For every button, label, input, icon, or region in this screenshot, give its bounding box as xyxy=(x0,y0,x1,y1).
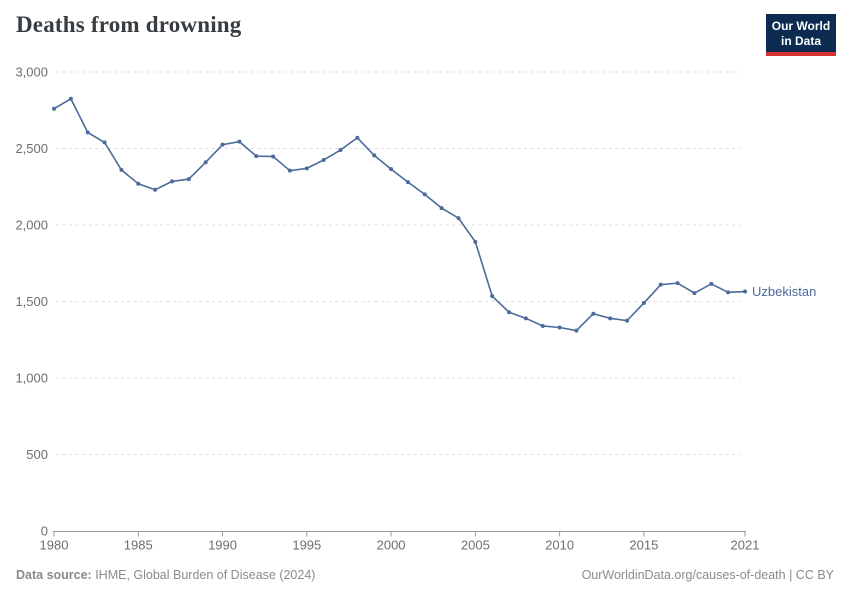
data-point-marker[interactable] xyxy=(692,291,697,296)
y-axis-tick-label: 3,000 xyxy=(15,65,48,80)
data-source-note: Data source: IHME, Global Burden of Dise… xyxy=(16,568,315,582)
data-point-marker[interactable] xyxy=(203,160,208,165)
x-axis-tick-label: 1980 xyxy=(40,538,69,553)
series-line-uzbekistan[interactable] xyxy=(53,97,746,332)
data-point-marker[interactable] xyxy=(405,180,410,185)
data-point-marker[interactable] xyxy=(52,106,56,111)
data-point-marker[interactable] xyxy=(119,167,124,172)
data-point-marker[interactable] xyxy=(102,140,107,145)
data-point-marker[interactable] xyxy=(490,294,495,299)
data-point-marker[interactable] xyxy=(85,130,90,135)
x-axis-tick-label: 2005 xyxy=(461,538,490,553)
data-point-marker[interactable] xyxy=(355,135,360,140)
data-point-marker[interactable] xyxy=(422,192,427,197)
data-point-marker[interactable] xyxy=(473,239,478,244)
data-point-marker[interactable] xyxy=(557,325,562,330)
y-axis-tick-label: 2,000 xyxy=(15,218,48,233)
chart-footer: Data source: IHME, Global Burden of Dise… xyxy=(16,568,834,582)
x-axis-tick-label: 2015 xyxy=(629,538,658,553)
data-point-marker[interactable] xyxy=(540,323,545,328)
data-point-marker[interactable] xyxy=(658,282,663,287)
data-source-label: Data source: xyxy=(16,568,92,582)
data-point-marker[interactable] xyxy=(456,216,461,221)
y-axis-tick-label: 2,500 xyxy=(15,141,48,156)
data-point-marker[interactable] xyxy=(68,96,73,101)
data-point-marker[interactable] xyxy=(574,328,579,333)
data-point-marker[interactable] xyxy=(726,290,731,295)
data-point-marker[interactable] xyxy=(641,301,646,306)
y-axis-tick-label: 1,500 xyxy=(15,294,48,309)
data-point-marker[interactable] xyxy=(507,310,512,315)
data-point-marker[interactable] xyxy=(169,179,174,184)
data-point-marker[interactable] xyxy=(439,206,444,211)
data-point-marker[interactable] xyxy=(591,311,596,316)
data-point-marker[interactable] xyxy=(153,187,158,192)
data-point-marker[interactable] xyxy=(625,318,630,323)
x-axis-tick-label: 2021 xyxy=(731,538,760,553)
x-axis-tick-label: 1990 xyxy=(208,538,237,553)
x-axis-tick-label: 1985 xyxy=(124,538,153,553)
data-point-marker[interactable] xyxy=(271,154,276,159)
data-source-text: IHME, Global Burden of Disease (2024) xyxy=(91,568,316,582)
y-axis-tick-label: 0 xyxy=(41,524,48,539)
data-point-marker[interactable] xyxy=(287,168,292,173)
owid-logo-line2: in Data xyxy=(780,33,821,48)
x-axis-tick-label: 1995 xyxy=(292,538,321,553)
data-point-marker[interactable] xyxy=(389,167,394,172)
data-point-marker[interactable] xyxy=(523,316,528,321)
series-label-uzbekistan[interactable]: Uzbekistan xyxy=(752,284,816,299)
data-point-marker[interactable] xyxy=(709,281,714,286)
data-point-marker[interactable] xyxy=(675,281,680,286)
y-axis-tick-label: 1,000 xyxy=(15,371,48,386)
data-point-marker[interactable] xyxy=(186,177,191,182)
data-point-marker[interactable] xyxy=(254,154,259,159)
data-point-marker[interactable] xyxy=(372,153,377,158)
data-point-marker[interactable] xyxy=(743,289,747,294)
data-point-marker[interactable] xyxy=(237,139,242,144)
data-point-marker[interactable] xyxy=(136,181,141,186)
license-note: OurWorldinData.org/causes-of-death | CC … xyxy=(581,568,834,582)
owid-logo-line1: Our World xyxy=(771,19,831,33)
data-point-marker[interactable] xyxy=(608,316,613,321)
data-point-marker[interactable] xyxy=(304,166,309,171)
owid-logo: Our World in Data xyxy=(766,14,836,57)
y-axis-tick-label: 500 xyxy=(26,447,48,462)
data-point-marker[interactable] xyxy=(220,142,225,147)
data-point-marker[interactable] xyxy=(338,148,343,153)
chart-title: Deaths from drowning xyxy=(16,12,242,37)
x-axis-tick-label: 2000 xyxy=(377,538,406,553)
x-axis-tick-label: 2010 xyxy=(545,538,574,553)
data-point-marker[interactable] xyxy=(321,157,326,162)
